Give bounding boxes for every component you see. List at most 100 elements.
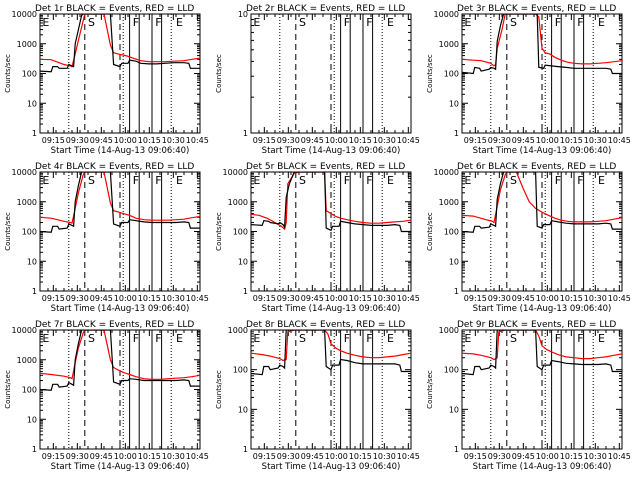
y-tick-label: 1 xyxy=(454,129,459,138)
events-rate-line xyxy=(462,14,622,75)
x-tick-label: 09:30 xyxy=(277,452,300,461)
x-tick-label: 09:45 xyxy=(301,294,324,303)
x-tick-label: 10:15 xyxy=(560,136,583,145)
x-tick-label: 10:00 xyxy=(325,294,348,303)
x-tick-label: 09:45 xyxy=(301,452,324,461)
y-tick-label: 10 xyxy=(449,257,459,266)
y-tick-label: 1 xyxy=(454,287,459,296)
x-tick-label: 10:30 xyxy=(584,452,607,461)
x-tick-label: 10:45 xyxy=(608,136,631,145)
event-marker-label: E xyxy=(464,174,471,187)
x-tick-label: 10:15 xyxy=(138,136,161,145)
x-tick-label: 09:30 xyxy=(277,136,300,145)
event-marker-label: F xyxy=(555,332,561,345)
event-marker-label: S xyxy=(510,332,517,345)
x-axis-label: Start Time (14-Aug-13 09:06:40) xyxy=(51,146,190,156)
x-tick-label: 10:45 xyxy=(397,294,420,303)
panel-title: Det 3r BLACK = Events, RED = LLD xyxy=(457,4,616,14)
event-marker-label: E xyxy=(176,332,183,345)
event-marker-label: E xyxy=(42,174,49,187)
det-panel-1: Det 1r BLACK = Events, RED = LLD 1 10 100 10… xyxy=(4,4,209,156)
x-tick-label: 09:45 xyxy=(90,294,113,303)
event-marker-label: F xyxy=(133,16,139,29)
x-tick-label: 10:00 xyxy=(536,452,559,461)
event-marker-label: S xyxy=(88,174,95,187)
event-marker-label: E xyxy=(176,174,183,187)
y-axis-label: Counts/sec xyxy=(426,212,434,251)
event-marker-label: F xyxy=(344,174,350,187)
x-tick-label: 10:30 xyxy=(584,136,607,145)
lld-rate-line xyxy=(462,14,622,67)
y-tick-label: 1 xyxy=(454,445,459,454)
lld-rate-line xyxy=(251,172,411,231)
y-tick-label: 10000 xyxy=(434,10,459,19)
y-tick-label: 1000 xyxy=(439,326,459,335)
event-marker-label: E xyxy=(253,174,260,187)
det-panel-2: Det 2r BLACK = Events, RED = LLD 1 10 09:15… xyxy=(215,4,420,156)
event-marker-label: F xyxy=(577,332,583,345)
y-axis-label: Counts/sec xyxy=(4,370,12,409)
event-marker-label: E xyxy=(598,332,605,345)
y-tick-label: 10 xyxy=(238,405,248,414)
det-panel-5: Det 5r BLACK = Events, RED = LLD 1 10 100 10… xyxy=(215,162,420,314)
x-tick-label: 09:45 xyxy=(512,294,535,303)
panel-title: Det 9r BLACK = Events, RED = LLD xyxy=(457,320,616,330)
y-tick-label: 10 xyxy=(27,415,37,424)
event-marker-label: S xyxy=(299,174,306,187)
x-tick-label: 10:00 xyxy=(536,294,559,303)
x-tick-label: 10:45 xyxy=(186,136,209,145)
y-tick-label: 1 xyxy=(243,287,248,296)
events-rate-line xyxy=(251,330,411,376)
x-tick-label: 10:00 xyxy=(325,136,348,145)
event-marker-label: S xyxy=(510,174,517,187)
y-tick-label: 100 xyxy=(444,366,459,375)
x-tick-label: 09:45 xyxy=(301,136,324,145)
x-tick-label: 09:45 xyxy=(512,452,535,461)
x-tick-label: 10:45 xyxy=(608,452,631,461)
x-tick-label: 10:15 xyxy=(138,294,161,303)
x-tick-label: 09:15 xyxy=(42,452,65,461)
events-rate-line xyxy=(462,330,622,376)
det-panel-9: Det 9r BLACK = Events, RED = LLD 1 10 100 10… xyxy=(426,320,631,472)
events-rate-line xyxy=(40,330,200,391)
x-tick-label: 10:00 xyxy=(114,294,137,303)
x-tick-label: 10:30 xyxy=(584,294,607,303)
det-panel-8: Det 8r BLACK = Events, RED = LLD 1 10 100 10… xyxy=(215,320,420,472)
x-tick-label: 09:15 xyxy=(464,452,487,461)
event-marker-label: F xyxy=(133,174,139,187)
x-tick-label: 09:15 xyxy=(464,294,487,303)
x-axis-label: Start Time (14-Aug-13 09:06:40) xyxy=(473,304,612,314)
lld-rate-line xyxy=(40,330,200,380)
events-rate-line xyxy=(40,172,200,233)
x-tick-label: 10:45 xyxy=(608,294,631,303)
x-tick-label: 09:15 xyxy=(253,136,276,145)
x-tick-label: 10:45 xyxy=(186,452,209,461)
x-tick-label: 09:30 xyxy=(66,452,89,461)
x-tick-label: 10:45 xyxy=(186,294,209,303)
y-tick-label: 100 xyxy=(233,366,248,375)
y-tick-label: 10 xyxy=(449,405,459,414)
y-tick-label: 1000 xyxy=(228,326,248,335)
x-tick-label: 09:15 xyxy=(253,294,276,303)
x-tick-label: 10:15 xyxy=(560,294,583,303)
x-axis-label: Start Time (14-Aug-13 09:06:40) xyxy=(473,146,612,156)
event-marker-label: F xyxy=(577,16,583,29)
event-marker-label: F xyxy=(344,16,350,29)
event-marker-label: F xyxy=(155,16,161,29)
event-marker-label: F xyxy=(133,332,139,345)
x-tick-label: 09:45 xyxy=(90,136,113,145)
y-tick-label: 1 xyxy=(32,287,37,296)
event-marker-label: F xyxy=(555,174,561,187)
x-axis-label: Start Time (14-Aug-13 09:06:40) xyxy=(262,462,401,472)
event-marker-label: E xyxy=(42,332,49,345)
y-tick-label: 100 xyxy=(22,228,37,237)
event-marker-label: S xyxy=(88,332,95,345)
y-tick-label: 10000 xyxy=(223,168,248,177)
det-panel-3: Det 3r BLACK = Events, RED = LLD 1 10 100 10… xyxy=(426,4,631,156)
y-tick-label: 1 xyxy=(243,129,248,138)
event-marker-label: E xyxy=(464,332,471,345)
x-tick-label: 09:30 xyxy=(488,294,511,303)
x-tick-label: 10:30 xyxy=(162,452,185,461)
det-panel-7: Det 7r BLACK = Events, RED = LLD 1 10 100 10… xyxy=(4,320,209,472)
x-tick-label: 09:30 xyxy=(66,294,89,303)
